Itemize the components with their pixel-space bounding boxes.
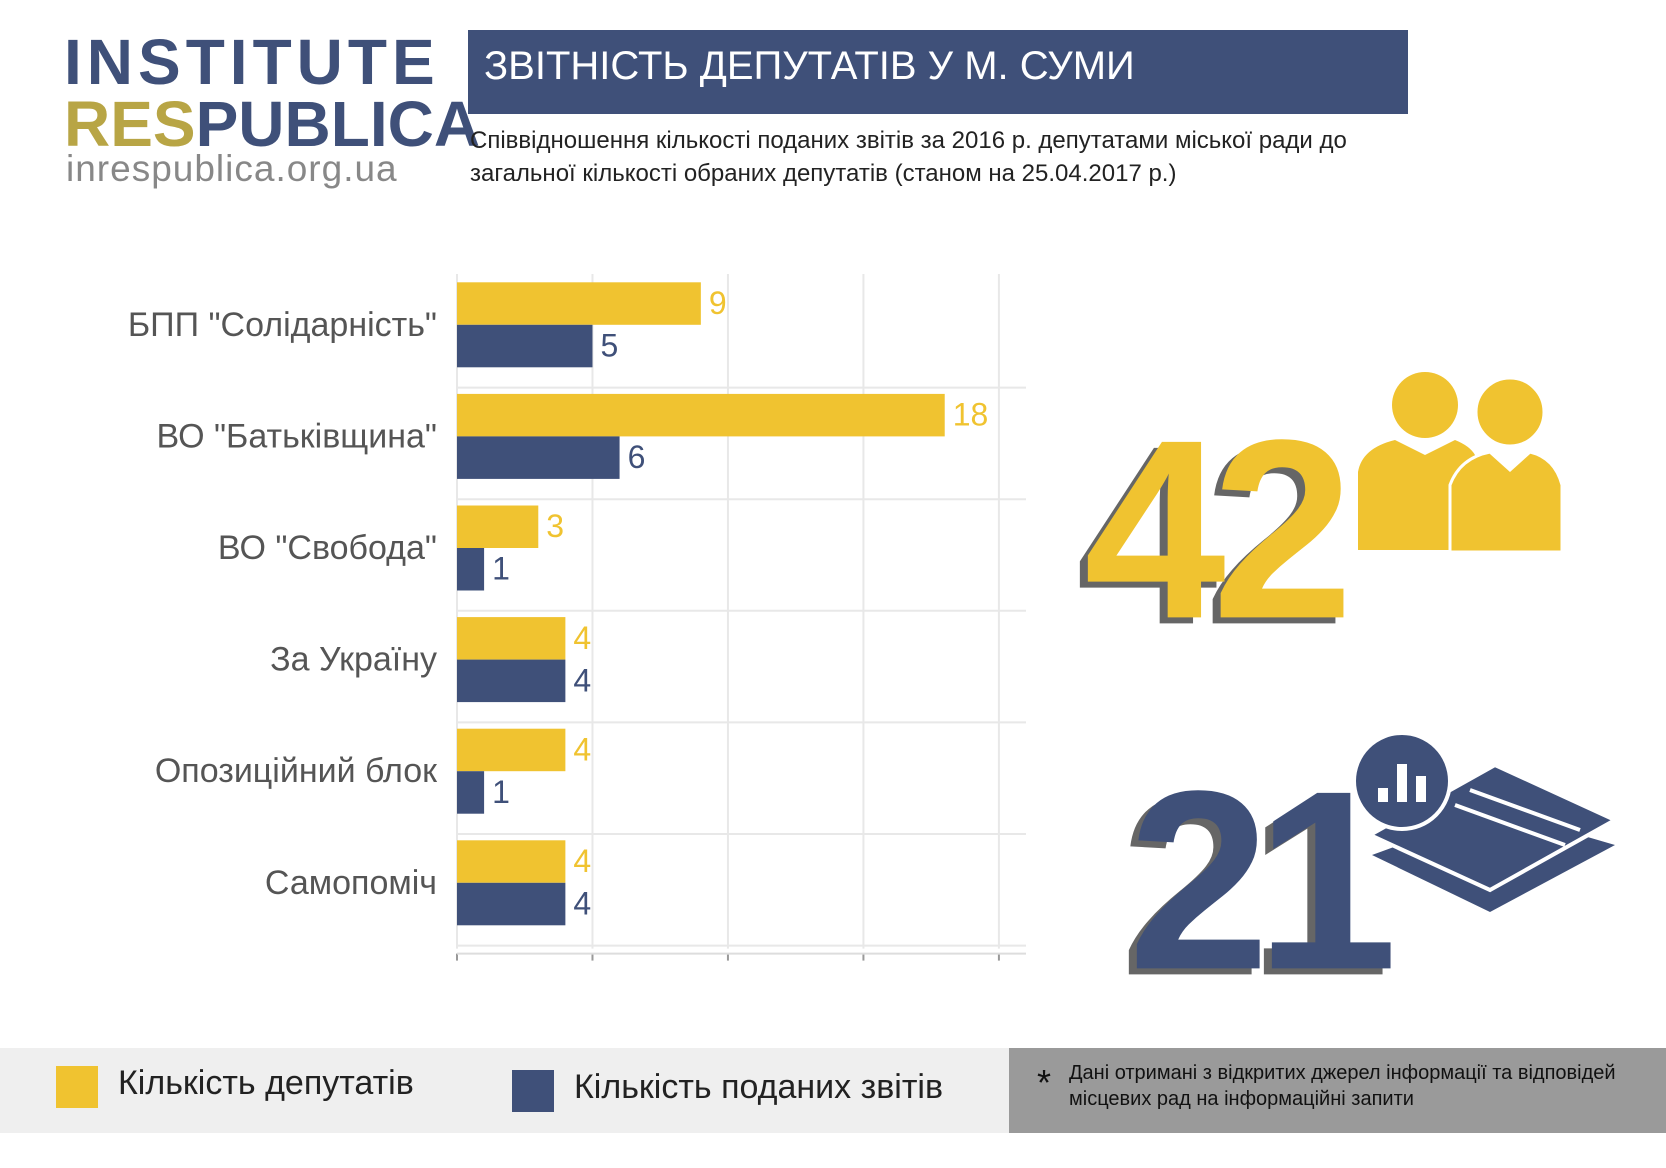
bar (457, 840, 566, 883)
logo-line2: RESPUBLICA (64, 92, 480, 156)
value-label: 4 (573, 662, 591, 698)
legend-label: Кількість депутатів (118, 1064, 414, 1102)
stat-shadow: 42 (1076, 393, 1336, 678)
value-label: 4 (573, 843, 591, 879)
legend-swatch (56, 1066, 98, 1108)
bar (457, 617, 566, 660)
stat-shadow: 21 (1120, 744, 1383, 1029)
category-label: За Україну (270, 641, 437, 679)
logo-url: inrespublica.org.ua (66, 148, 398, 189)
value-label: 6 (628, 439, 646, 475)
bar (457, 548, 485, 591)
legend-label: Кількість поданих звітів (574, 1068, 944, 1106)
bar (457, 728, 566, 772)
value-label: 5 (600, 328, 618, 364)
bar (457, 771, 485, 814)
value-label: 18 (953, 397, 989, 433)
note-text: Дані отримані з відкритих джерел інформа… (1069, 1062, 1616, 1110)
logo-line1: INSTITUTE (64, 26, 440, 98)
note-mark: * (1037, 1062, 1052, 1103)
people-icon (1358, 372, 1564, 554)
bar (457, 882, 566, 926)
stat-number: 42 (1084, 387, 1344, 672)
report-icon (1352, 731, 1620, 912)
category-label: ВО "Свобода" (218, 529, 437, 567)
title-box: ЗВІТНІСТЬ ДЕПУТАТІВ У М. СУМИ (468, 30, 1408, 114)
value-label: 3 (546, 508, 564, 544)
bar (457, 324, 593, 368)
bar (457, 659, 566, 703)
value-label: 4 (573, 620, 591, 656)
stat-number: 21 (1128, 738, 1391, 1023)
legend-swatch (512, 1070, 554, 1112)
category-label: Самопоміч (265, 864, 437, 902)
bar (457, 393, 945, 437)
logo-res: RES (64, 88, 196, 160)
bar (457, 282, 701, 325)
logo-publica: PUBLICA (195, 88, 481, 160)
note-box: * Дані отримані з відкритих джерел інфор… (1009, 1048, 1666, 1133)
bar (457, 505, 539, 548)
value-label: 1 (492, 551, 510, 587)
value-label: 1 (492, 774, 510, 810)
value-label: 4 (573, 886, 591, 922)
subtitle: Співвідношення кількості поданих звітів … (470, 127, 1347, 187)
category-label: БПП "Солідарність" (128, 306, 437, 344)
value-label: 9 (709, 285, 727, 321)
value-label: 4 (573, 731, 591, 767)
category-label: Опозиційний блок (155, 752, 438, 790)
bar (457, 436, 620, 479)
category-label: ВО "Батьківщина" (157, 417, 437, 455)
title: ЗВІТНІСТЬ ДЕПУТАТІВ У М. СУМИ (484, 44, 1135, 88)
